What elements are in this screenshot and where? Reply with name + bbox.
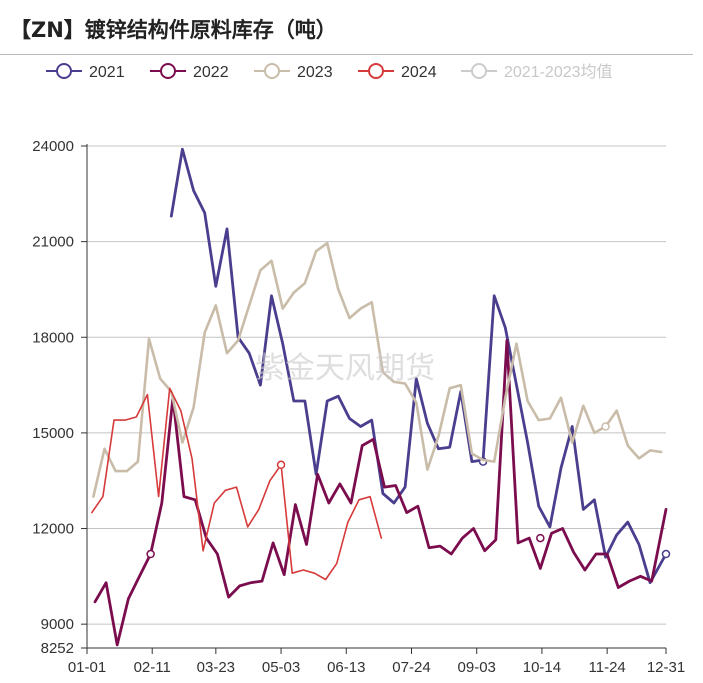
legend-swatch-circle	[56, 63, 72, 79]
chart-title: 【ZN】镀锌结构件原料库存（吨）	[10, 18, 337, 42]
legend-item-4[interactable]: 2021-2023均值	[461, 63, 613, 81]
x-tick-label: 12-31	[647, 659, 685, 676]
y-tick-label: 12000	[32, 521, 74, 538]
legend-swatch-circle	[160, 63, 176, 79]
x-tick-label: 03-23	[197, 659, 235, 676]
legend-label: 2021	[89, 64, 125, 81]
legend-item-1[interactable]: 2022	[150, 63, 229, 81]
legend-label: 2024	[401, 64, 437, 81]
x-tick-label: 05-03	[262, 659, 300, 676]
legend-label: 2023	[297, 64, 333, 81]
y-tick-label: 24000	[32, 138, 74, 155]
x-tick-label: 10-14	[523, 659, 561, 676]
y-tick-label: 21000	[32, 234, 74, 251]
watermark-text: 紫金天风期货	[255, 351, 435, 386]
legend-item-3[interactable]: 2024	[358, 63, 437, 81]
legend-label: 2022	[193, 64, 229, 81]
y-tick-label: 8252	[41, 640, 74, 657]
legend-label: 2021-2023均值	[504, 63, 613, 81]
x-tick-label: 09-03	[458, 659, 496, 676]
series-line-0	[169, 147, 668, 585]
y-tick-label: 9000	[41, 616, 74, 633]
series-line-2	[92, 241, 663, 498]
legend-item-2[interactable]: 2023	[254, 63, 333, 81]
axes: 8252 9000 12000 15000 18000 21000 24000 01-01 02…	[32, 138, 685, 676]
series-line-3	[91, 387, 383, 581]
series-point-3-0	[276, 460, 286, 470]
series-layer	[91, 147, 671, 647]
legend-item-0[interactable]: 2021	[46, 63, 125, 81]
series-point-0-1	[661, 549, 671, 559]
title-divider	[0, 54, 693, 55]
x-tick-label: 06-13	[327, 659, 365, 676]
series-point-2-0	[601, 422, 610, 431]
legend[interactable]: 2021 2022 2023 2024 2021-2023均值	[46, 63, 613, 81]
series-line-1	[93, 339, 668, 647]
legend-swatch-circle	[368, 63, 384, 79]
legend-swatch-circle	[264, 63, 280, 79]
x-tick-label: 11-24	[589, 659, 626, 676]
x-tick-label: 02-11	[134, 659, 171, 676]
series-point-1-0	[146, 549, 155, 559]
series-point-1-1	[536, 533, 545, 543]
x-tick-label: 07-24	[392, 659, 430, 676]
y-tick-label: 18000	[32, 329, 74, 346]
y-tick-label: 15000	[32, 425, 74, 442]
x-tick-label: 01-01	[68, 659, 106, 676]
legend-swatch-circle	[471, 63, 487, 79]
